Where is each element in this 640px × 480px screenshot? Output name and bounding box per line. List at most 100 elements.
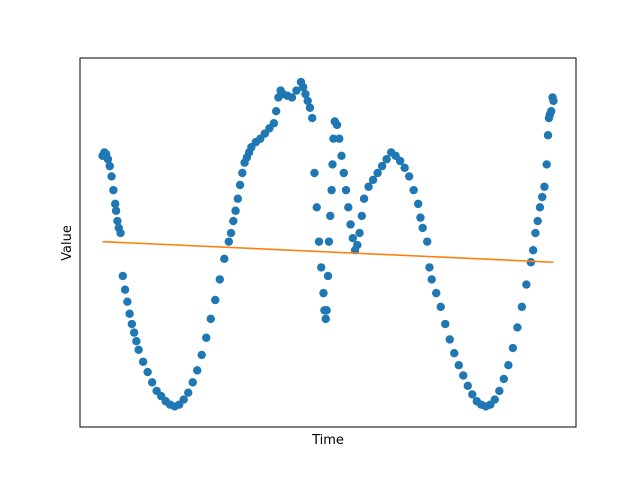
scatter-point [327,185,336,195]
scatter-point [197,350,206,360]
scatter-point [116,228,125,238]
scatter-point [400,163,409,173]
scatter-point [299,82,308,92]
y-axis-label: Value [60,225,75,261]
scatter-point [188,378,197,387]
scatter-point [548,93,557,102]
scatter-point [413,199,423,209]
scatter-point [292,86,301,95]
scatter-point [138,357,148,366]
scatter-point [326,211,335,221]
scatter-point [215,275,224,284]
scatter-point [226,228,236,238]
scatter-point [324,237,334,246]
scatter-point [382,155,391,164]
scatter-point [147,378,157,387]
scatter-point [329,134,338,143]
scatter-point [533,216,542,226]
scatter-point [404,172,414,181]
scatter-point [348,234,357,243]
scatter-point [454,361,463,370]
scatter-point [504,361,513,370]
scatter-point [344,203,353,212]
scatter-point [233,194,243,203]
scatter-point [409,185,418,195]
scatter-point [355,228,364,238]
scatter-point [143,367,152,377]
scatter-point [127,319,137,329]
scatter-point [301,89,310,99]
scatter-point [134,345,143,354]
scatter-point [120,285,130,294]
scatter-point [508,343,518,353]
scatter-point [129,328,139,337]
scatter-point [445,335,454,344]
scatter-point [238,168,247,178]
scatter-point [526,258,536,267]
scatter-point [535,203,545,212]
scatter-point [132,336,141,346]
scatter-point [499,374,509,384]
scatter-point [335,134,344,143]
scatter-point [202,333,211,342]
scatter-point [459,371,468,380]
scatter-point [229,216,238,226]
scatter-point [468,390,477,399]
scatter-point [418,223,427,233]
scatter-point [269,119,279,128]
scatter-point [271,107,281,116]
scatter-point [528,246,538,255]
scatter-point [332,120,342,130]
scatter-point [193,366,202,375]
trend-line [102,240,554,264]
scatter-point [432,288,441,298]
scatter-point [490,395,500,404]
plot-area-frame [79,57,577,428]
scatter-point [377,161,387,171]
scatter-point [531,228,540,238]
scatter-series [98,77,558,411]
scatter-point [337,151,346,161]
scatter-point [328,160,337,169]
scatter-point [545,110,555,119]
scatter-point [339,168,348,178]
scatter-point [319,288,328,298]
scatter-point [322,306,331,315]
scatter-point [184,388,193,397]
scatter-point [321,314,330,324]
scatter-point [231,206,240,215]
scatter-point [427,275,436,284]
scatter-point [118,271,128,281]
scatter-point [346,220,355,229]
scatter-point [357,211,367,221]
scatter-point [373,168,382,178]
scatter-point [303,96,312,106]
scatter-point [123,297,132,306]
scatter-point [107,172,116,181]
scatter-point [463,381,472,391]
scatter-point [368,175,378,185]
scatter-point [441,319,450,329]
trend-series [102,240,554,264]
scatter-point [125,309,134,318]
scatter-point [537,192,547,202]
scatter-point [513,323,522,332]
scatter-point [310,168,319,178]
scatter-point [341,185,351,195]
scatter-point [517,302,527,312]
scatter-point [235,180,245,190]
scatter-point [308,113,317,123]
scatter-point [317,263,326,272]
scatter-point [179,395,188,404]
scatter-point [103,155,113,164]
scatter-point [425,263,434,272]
scatter-point [416,213,425,222]
scatter-point [543,131,553,140]
scatter-point [305,103,315,112]
scatter-point [287,93,297,102]
scatter-point [211,295,220,305]
scatter-point [206,314,215,324]
scatter-point [323,271,333,281]
scatter-point [364,182,373,191]
